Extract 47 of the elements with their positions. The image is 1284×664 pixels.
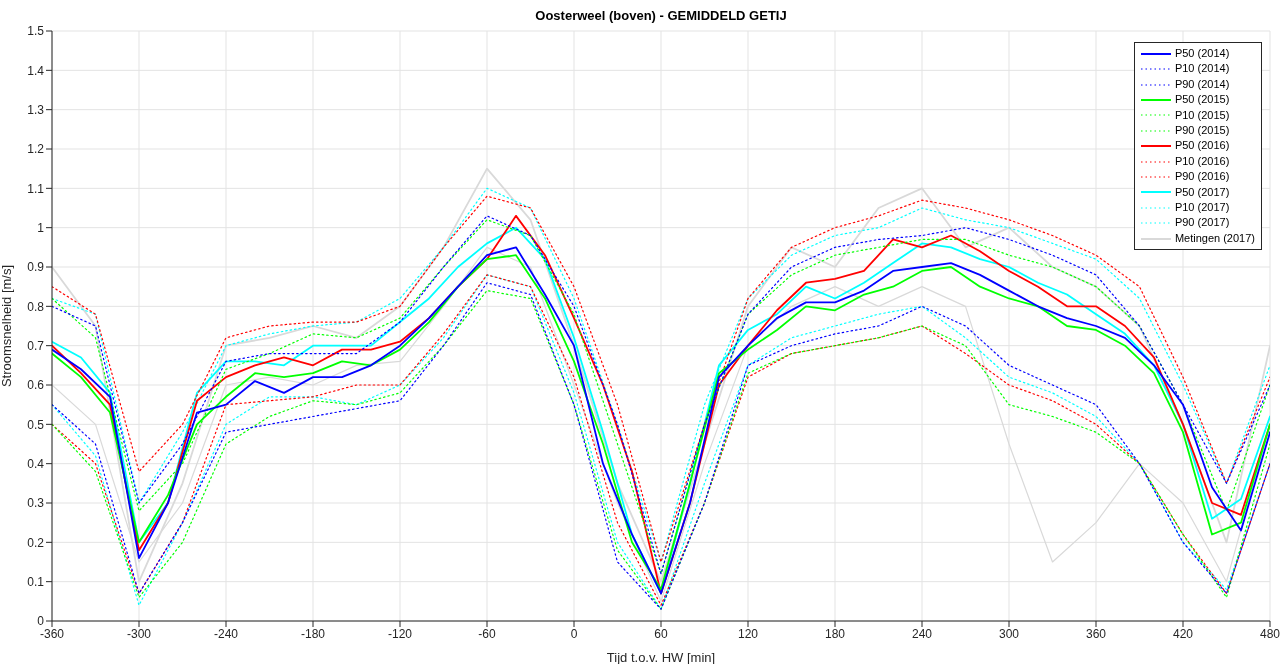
x-tick-label: -300 (126, 626, 152, 641)
x-tick-label: -60 (478, 626, 496, 641)
x-axis-title: Tijd t.o.v. HW [min] (606, 650, 716, 664)
y-tick-label: 0.6 (27, 378, 45, 393)
x-tick-label: 360 (1085, 626, 1107, 641)
x-tick-label: 120 (737, 626, 759, 641)
y-tick-label: 0.7 (27, 338, 45, 353)
y-tick-label: 0.2 (27, 535, 45, 550)
legend-label: P50 (2016) (1174, 138, 1230, 154)
y-tick-label: 1 (37, 220, 45, 235)
x-tick-label: 480 (1259, 626, 1281, 641)
legend-label: P50 (2015) (1174, 92, 1230, 108)
legend-label: P10 (2015) (1174, 107, 1230, 123)
y-tick-label: 0.9 (27, 260, 45, 275)
y-tick-label: 1.5 (27, 24, 45, 39)
x-tick-label: 60 (654, 626, 668, 641)
legend-label: P90 (2014) (1174, 76, 1230, 92)
x-tick-label: -120 (387, 626, 413, 641)
x-tick-label: -240 (213, 626, 239, 641)
x-tick-label: 420 (1172, 626, 1194, 641)
x-tick-label: -360 (39, 626, 65, 641)
x-tick-label: 300 (998, 626, 1020, 641)
y-tick-label: 0 (37, 614, 45, 629)
legend-label: Metingen (2017) (1174, 230, 1255, 246)
x-tick-label: -180 (300, 626, 326, 641)
y-tick-label: 0.8 (27, 299, 45, 314)
y-tick-label: 0.1 (27, 574, 45, 589)
chart-title: Oosterweel (boven) - GEMIDDELD GETIJ (534, 8, 788, 23)
legend-label: P90 (2017) (1174, 215, 1230, 231)
legend-label: P10 (2016) (1174, 153, 1230, 169)
legend-label: P10 (2014) (1174, 61, 1230, 77)
y-tick-label: 1.1 (27, 181, 45, 196)
legend-label: P50 (2017) (1174, 184, 1230, 200)
x-tick-label: 180 (824, 626, 846, 641)
y-axis-title: Stroomsnelheid [m/s] (0, 264, 14, 388)
y-tick-label: 0.4 (27, 456, 45, 471)
legend-label: P50 (2014) (1174, 46, 1230, 61)
y-tick-label: 1.3 (27, 102, 45, 117)
x-tick-label: 240 (911, 626, 933, 641)
y-tick-label: 0.3 (27, 496, 45, 511)
y-tick-label: 1.4 (27, 63, 45, 78)
x-tick-label: 0 (570, 626, 578, 641)
legend-label: P90 (2016) (1174, 169, 1230, 185)
legend-label: P90 (2015) (1174, 123, 1230, 139)
y-tick-label: 0.5 (27, 417, 45, 432)
legend-label: P10 (2017) (1174, 200, 1230, 216)
y-tick-label: 1.2 (27, 142, 45, 157)
